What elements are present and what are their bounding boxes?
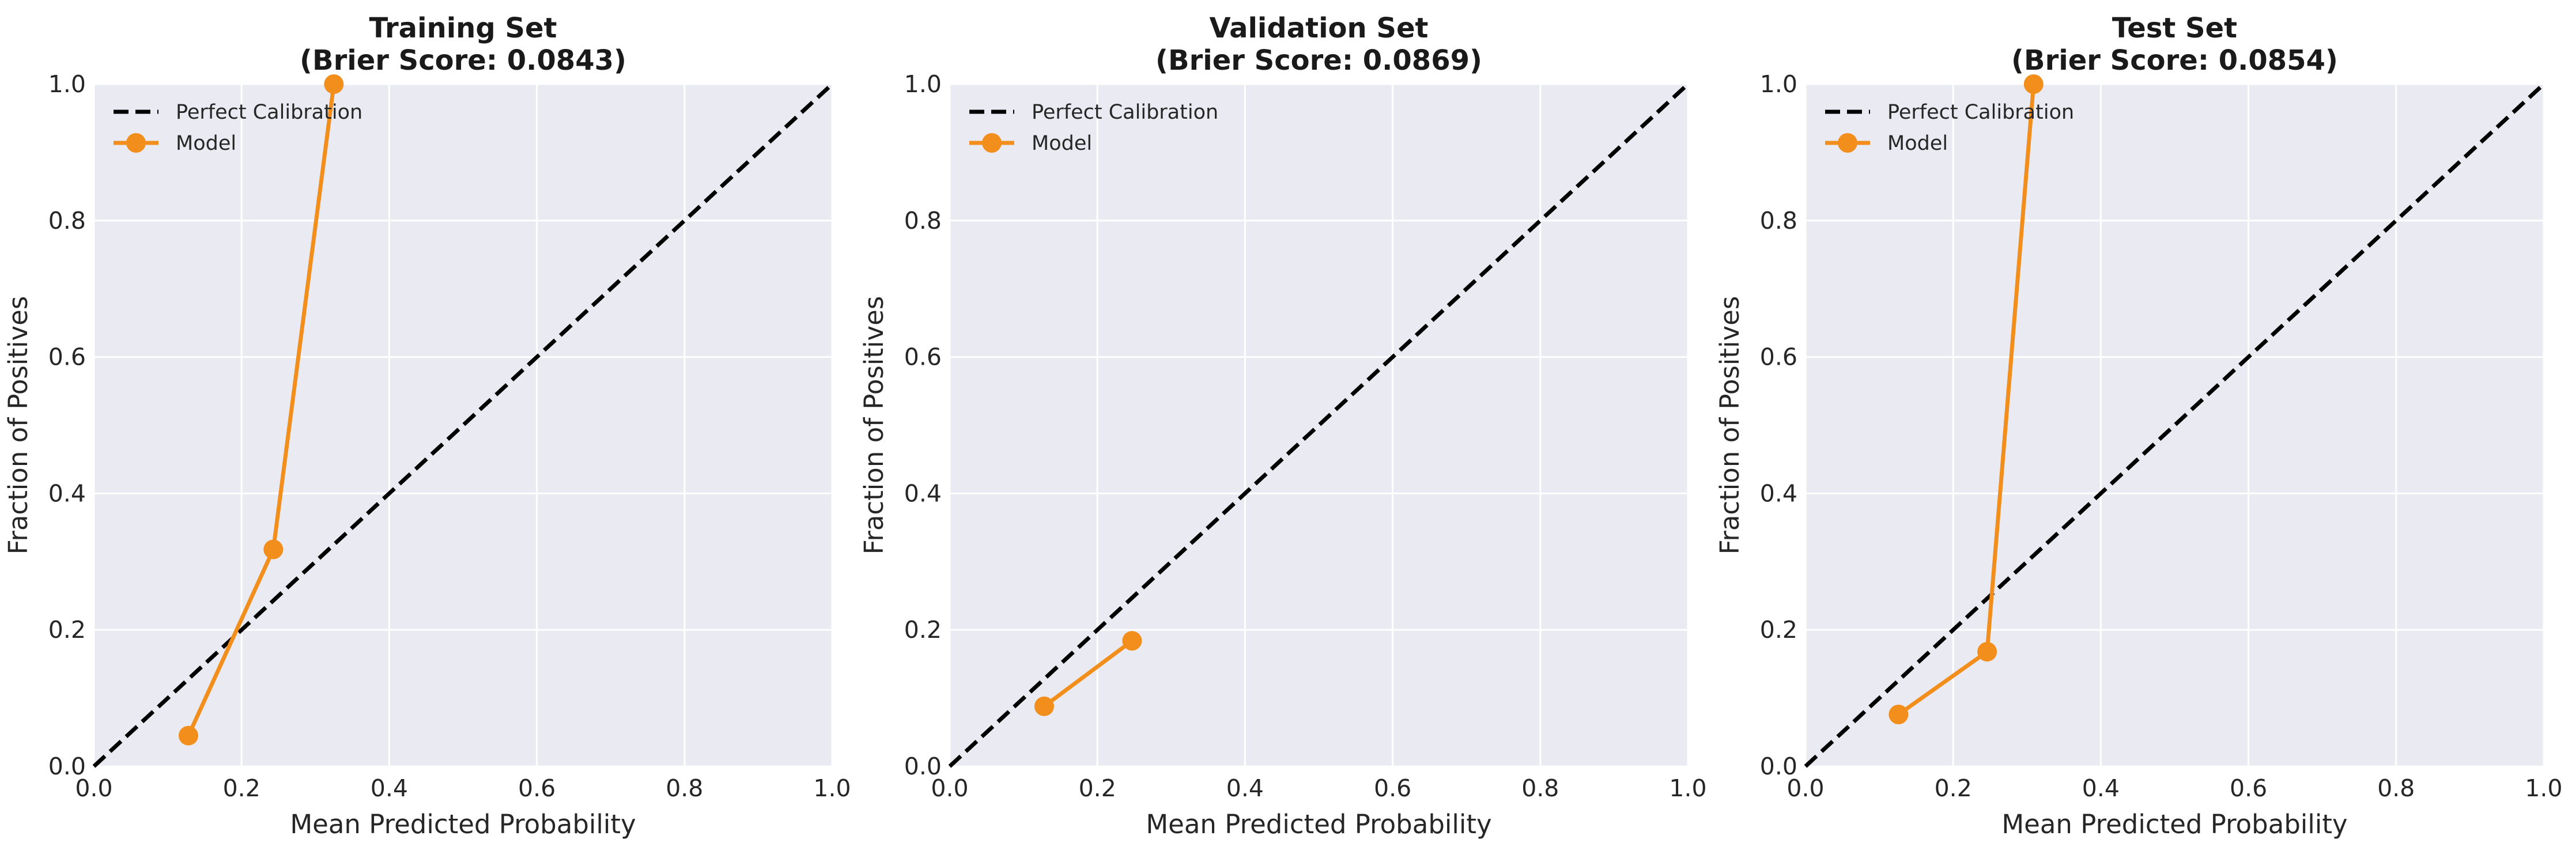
y-tick-label: 0.0 <box>48 753 86 780</box>
series-perfect-calibration-line <box>92 82 834 768</box>
x-tick-label: 0.2 <box>1079 774 1116 802</box>
y-tick-label: 0.8 <box>904 207 942 235</box>
y-tick-label: 0.8 <box>1760 207 1797 235</box>
series-model-point <box>1034 696 1054 716</box>
x-tick-label: 1.0 <box>2525 774 2562 802</box>
chart-title: Test Set <box>2112 12 2237 44</box>
x-axis-label: Mean Predicted Probability <box>1146 809 1491 840</box>
y-tick-label: 0.4 <box>904 479 942 507</box>
panel-test-set: 0.0 0.2 0.4 0.6 0.8 1.0 0.0 0.2 0.4 0.6 0.8 1.0 Mean… <box>1714 12 2563 840</box>
series-model-point <box>178 725 198 746</box>
x-axis-label: Mean Predicted Probability <box>2001 809 2347 840</box>
x-tick-label: 0.0 <box>1786 774 1824 802</box>
x-tick-label: 0.4 <box>1226 774 1264 802</box>
x-tick-label: 0.2 <box>1935 774 1972 802</box>
series-model-point <box>1888 705 1909 725</box>
y-tick-label: 0.0 <box>1760 753 1797 780</box>
chart-title: Validation Set <box>1210 12 1429 44</box>
x-tick-label: 0.0 <box>931 774 968 802</box>
legend-model-label: Model <box>1032 132 1092 155</box>
y-tick-label: 0.6 <box>48 343 86 371</box>
x-tick-label: 0.8 <box>2377 774 2415 802</box>
series-model-point <box>1977 642 1997 662</box>
x-tick-label: 0.8 <box>1521 774 1559 802</box>
x-tick-label: 0.6 <box>2230 774 2267 802</box>
y-tick-label: 0.6 <box>1760 343 1797 371</box>
x-tick-label: 1.0 <box>813 774 851 802</box>
legend-model-marker <box>126 133 146 153</box>
x-tick-label: 0.0 <box>75 774 112 802</box>
x-tick-label: 0.2 <box>223 774 260 802</box>
y-tick-label: 0.6 <box>904 343 942 371</box>
legend-model-label: Model <box>176 132 236 155</box>
x-tick-label: 0.8 <box>666 774 703 802</box>
series-model-point <box>263 539 284 559</box>
series-model-point <box>2023 74 2044 94</box>
legend-model-marker <box>982 133 1002 153</box>
series-perfect-calibration-line <box>1804 82 2545 768</box>
x-tick-label: 0.6 <box>1374 774 1411 802</box>
y-tick-label: 0.2 <box>48 616 86 644</box>
legend-model-label: Model <box>1887 132 1948 155</box>
legend-perfect-calibration-label: Perfect Calibration <box>1887 101 2074 124</box>
y-axis-label: Fraction of Positives <box>3 296 33 555</box>
chart-subtitle: (Brier Score: 0.0869) <box>1155 44 1482 77</box>
x-axis-label: Mean Predicted Probability <box>290 809 636 840</box>
panel-training-set: 0.0 0.2 0.4 0.6 0.8 1.0 0.0 0.2 0.4 0.6 0.8 1.0 Mean… <box>3 12 851 840</box>
x-tick-label: 0.4 <box>371 774 408 802</box>
chart-subtitle: (Brier Score: 0.0843) <box>300 44 626 77</box>
y-tick-label: 1.0 <box>48 70 86 98</box>
y-tick-label: 1.0 <box>1760 70 1797 98</box>
series-model-point <box>1122 631 1142 651</box>
legend-model-marker <box>1838 133 1857 153</box>
panel-validation-set: 0.0 0.2 0.4 0.6 0.8 1.0 0.0 0.2 0.4 0.6 0.8 1.0 Mean… <box>859 12 1707 840</box>
y-tick-label: 1.0 <box>904 70 942 98</box>
y-axis-label: Fraction of Positives <box>1714 296 1745 555</box>
chart-subtitle: (Brier Score: 0.0854) <box>2011 44 2338 77</box>
legend-perfect-calibration-label: Perfect Calibration <box>176 101 362 124</box>
legend-perfect-calibration-label: Perfect Calibration <box>1032 101 1218 124</box>
y-axis-label: Fraction of Positives <box>859 296 889 555</box>
y-tick-label: 0.0 <box>904 753 942 780</box>
y-tick-label: 0.2 <box>1760 616 1797 644</box>
x-tick-label: 0.6 <box>518 774 556 802</box>
series-model-point <box>324 74 344 94</box>
series-model-line <box>1043 639 1134 708</box>
y-tick-label: 0.2 <box>904 616 942 644</box>
chart-title: Training Set <box>369 12 557 44</box>
y-tick-label: 0.4 <box>1760 479 1797 507</box>
series-perfect-calibration-line <box>948 82 1690 768</box>
x-tick-label: 0.4 <box>2082 774 2120 802</box>
y-tick-label: 0.4 <box>48 479 86 507</box>
y-tick-label: 0.8 <box>48 207 86 235</box>
x-tick-label: 1.0 <box>1669 774 1706 802</box>
